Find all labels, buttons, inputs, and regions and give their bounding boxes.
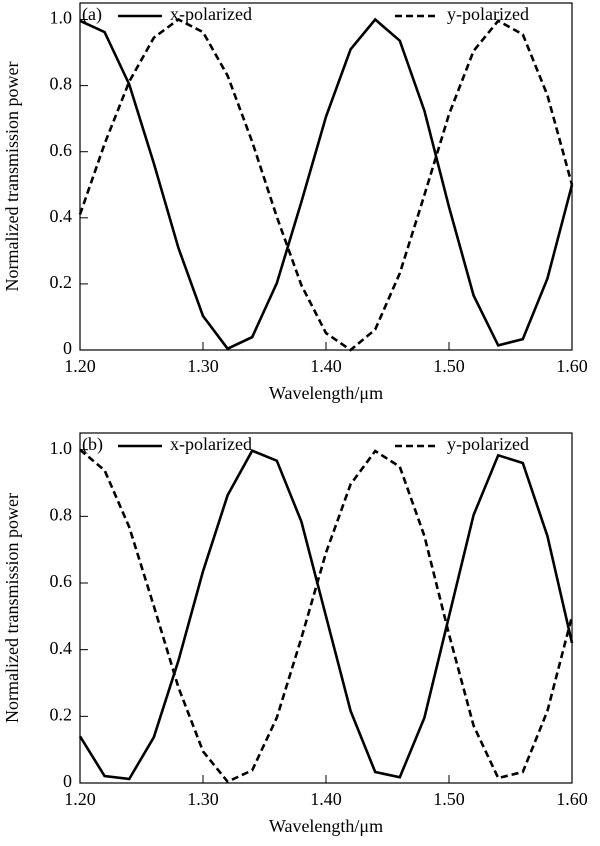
y-tick-label: 0.6 (50, 571, 73, 591)
y-tick-label: 1.0 (50, 438, 73, 458)
panel-label: (b) (82, 434, 103, 455)
x-tick-label: 1.40 (310, 789, 342, 809)
y-tick-label: 0 (63, 338, 72, 358)
x-tick-label: 1.20 (64, 789, 96, 809)
y-tick-label: 0.2 (50, 704, 73, 724)
legend-label: x-polarized (170, 434, 252, 454)
y-tick-label: 0.4 (50, 206, 73, 226)
y-tick-label: 1.0 (50, 8, 73, 28)
y-tick-label: 0.4 (50, 638, 73, 658)
series-line (79, 17, 574, 351)
plot-frame (79, 2, 573, 351)
x-axis-label: Wavelength/μm (269, 383, 383, 403)
series-line (78, 17, 574, 352)
x-tick-label: 1.20 (64, 356, 96, 376)
y-tick-label: 0 (63, 771, 72, 791)
y-axis-label: Normalized transmission power (2, 493, 22, 723)
x-tick-label: 1.60 (556, 789, 588, 809)
x-tick-label: 1.60 (556, 356, 588, 376)
panel-label: (a) (82, 4, 102, 25)
y-tick-label: 0.6 (50, 140, 73, 160)
y-tick-label: 0.8 (50, 74, 73, 94)
legend-label: y-polarized (447, 434, 529, 454)
legend-label: y-polarized (447, 4, 529, 24)
series-line (78, 449, 574, 781)
x-tick-label: 1.30 (187, 356, 219, 376)
x-tick-label: 1.40 (310, 356, 342, 376)
x-axis-label: Wavelength/μm (269, 816, 383, 836)
x-tick-label: 1.30 (187, 789, 219, 809)
x-tick-label: 1.50 (433, 789, 465, 809)
x-tick-label: 1.50 (433, 356, 465, 376)
series-line (79, 448, 574, 784)
legend-label: x-polarized (170, 4, 252, 24)
y-axis-label: Normalized transmission power (2, 62, 22, 292)
y-tick-label: 0.2 (50, 272, 73, 292)
y-tick-label: 0.8 (50, 504, 73, 524)
